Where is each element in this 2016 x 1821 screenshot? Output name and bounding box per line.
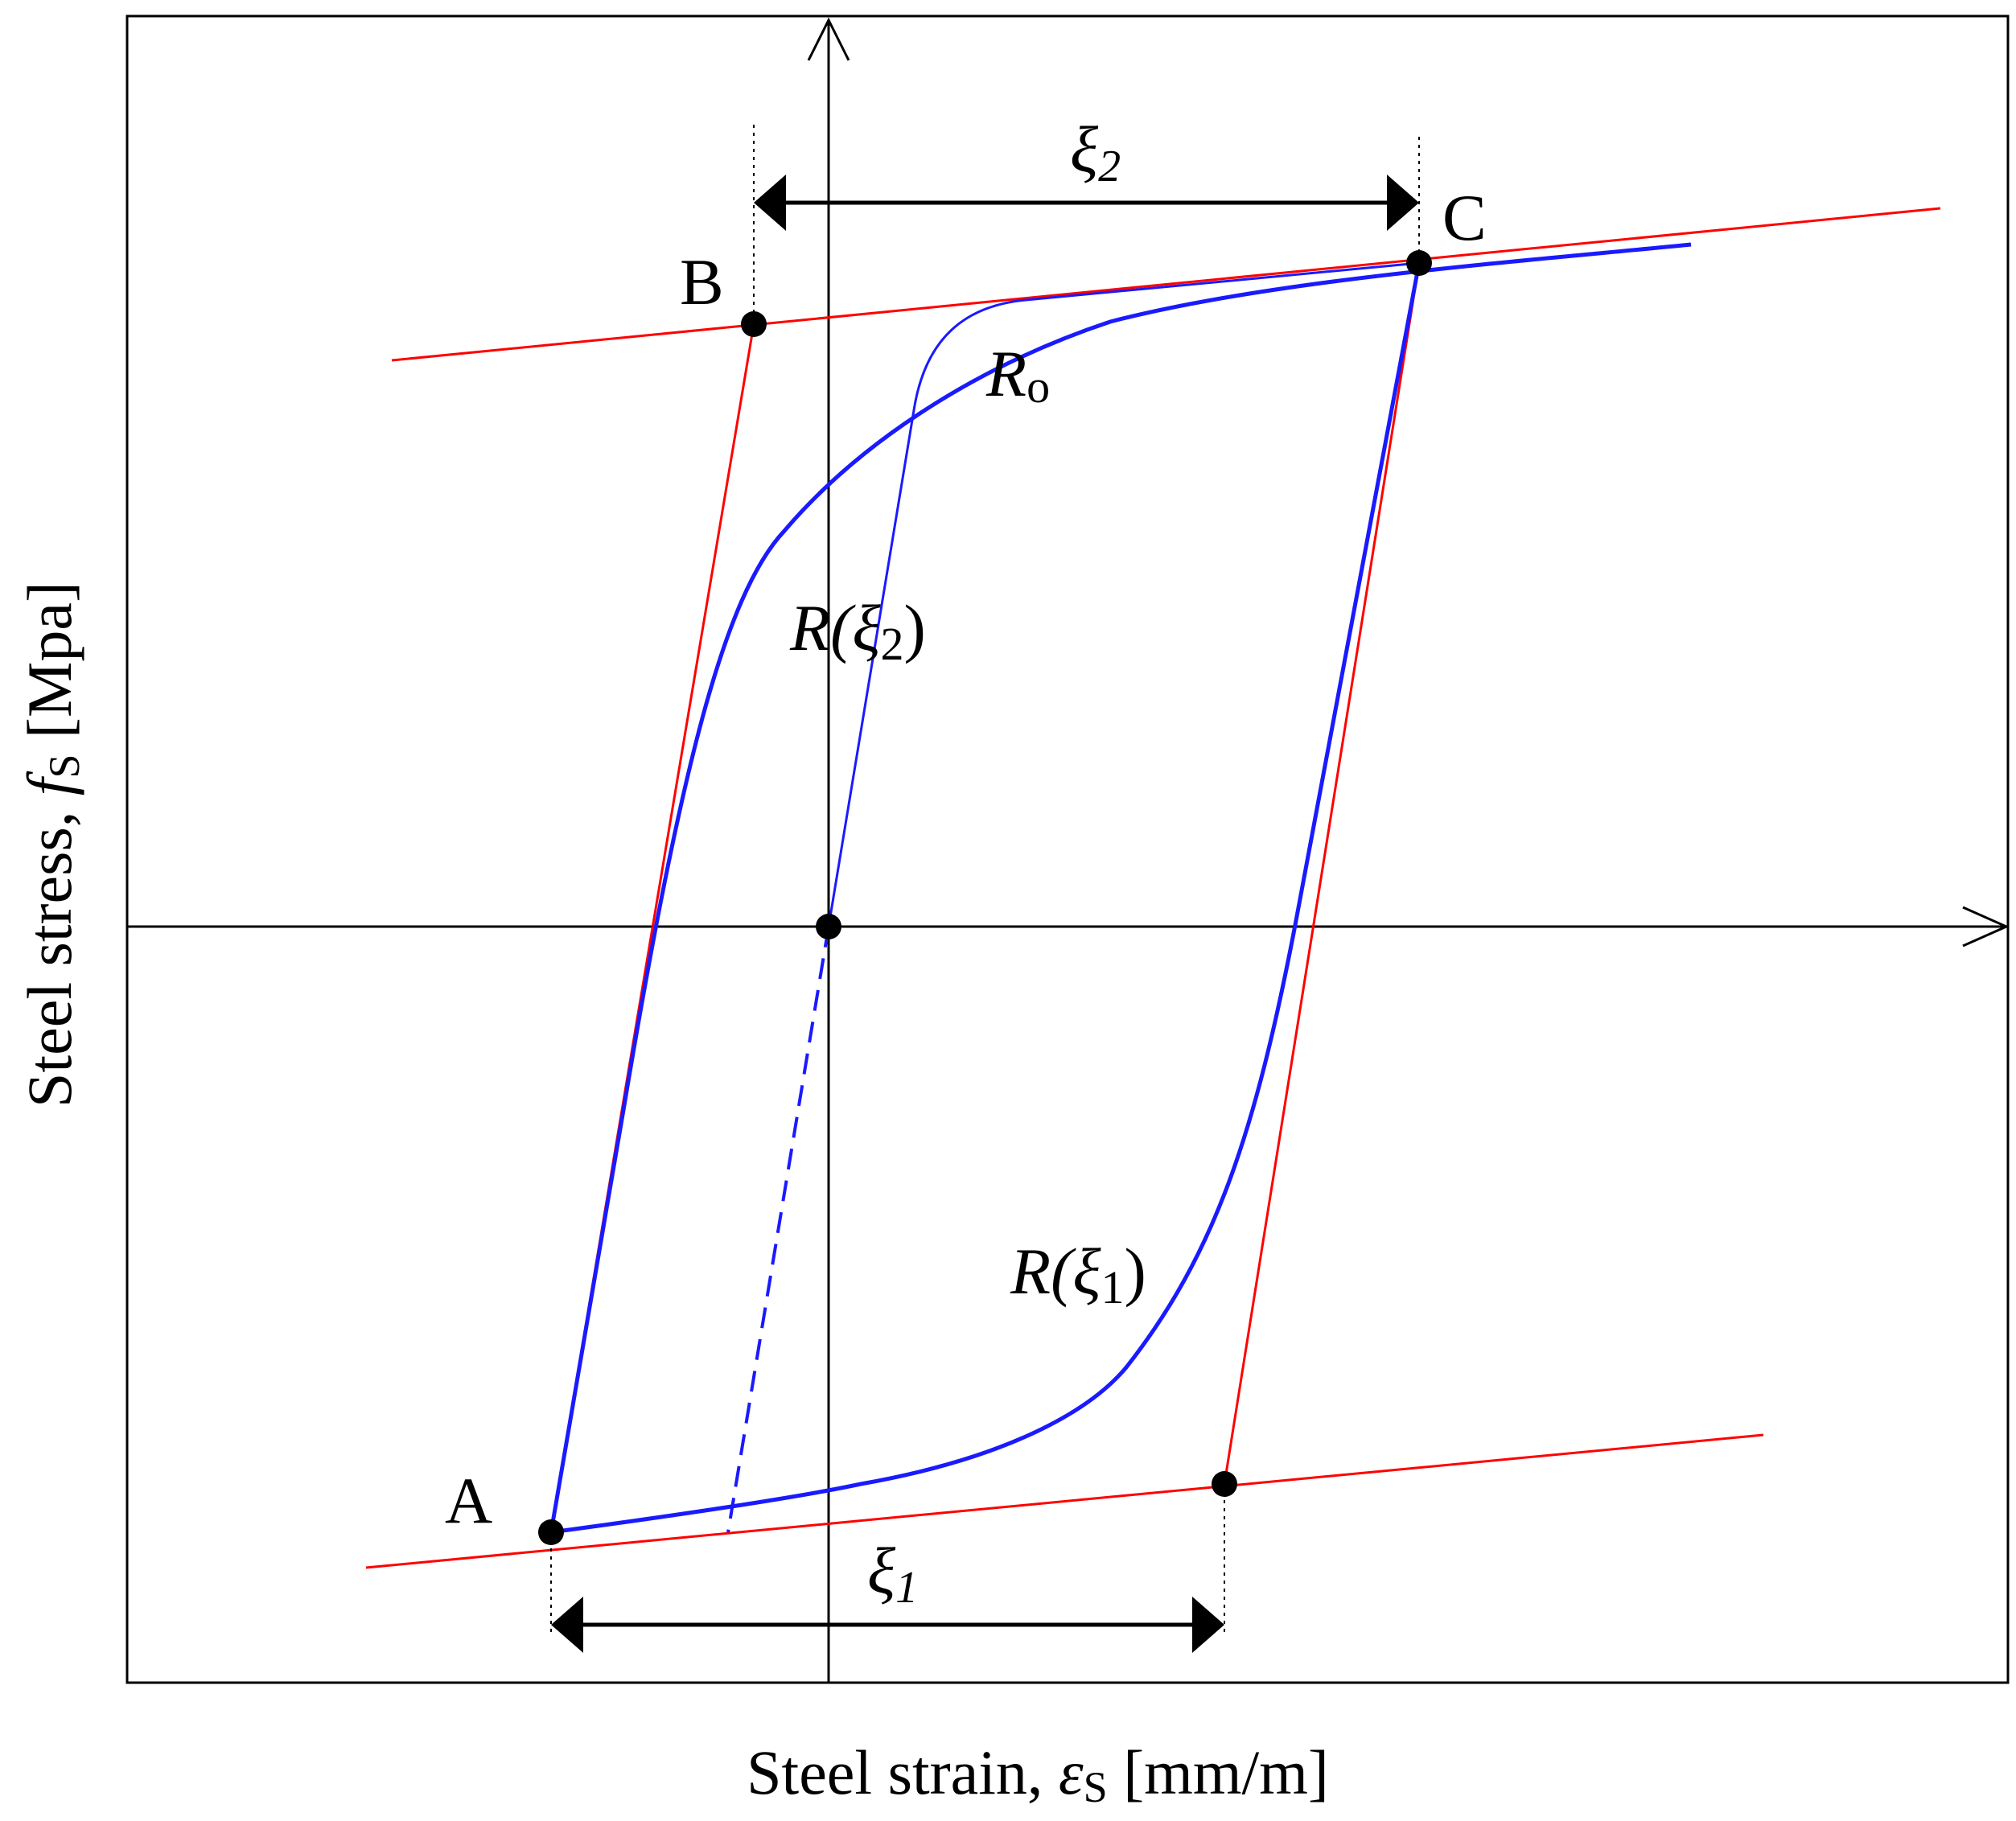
label-r-xi2: R(ξ2) [789,591,926,670]
point-a [538,1519,564,1545]
xi1-dimension-arrow [551,1597,1224,1653]
plot-frame [125,14,2010,1684]
xi2-dimension-arrow [754,175,1419,231]
curve-r-xi1 [550,262,1421,1535]
x-axis-title: Steel strain, εS [mm/m] [747,1737,1329,1811]
label-point-c: C [1442,181,1487,254]
label-xi2: ξ2 [1070,113,1121,191]
label-point-b: B [680,245,724,319]
point-c [1406,250,1432,276]
point-b [741,311,767,337]
y-axis-title: Steel stress, fS [Mpa] [14,582,88,1108]
x-axis-arrowhead [1962,906,2010,947]
label-xi1: ξ1 [867,1534,918,1613]
upper-yield-line [391,207,1941,362]
label-point-a: A [445,1464,492,1537]
unloading-dashed-line [726,926,830,1533]
curve-r0 [549,242,1692,1533]
lower-yield-line [365,1433,1764,1569]
y-axis-arrowhead [807,17,850,61]
initial-loading-curve [827,261,1420,927]
label-r0: Ro [985,337,1050,413]
elastic-line-c [1223,262,1421,1485]
point-d [1212,1471,1237,1497]
point-origin [816,914,841,939]
label-r-xi1: R(ξ1) [1010,1235,1146,1313]
